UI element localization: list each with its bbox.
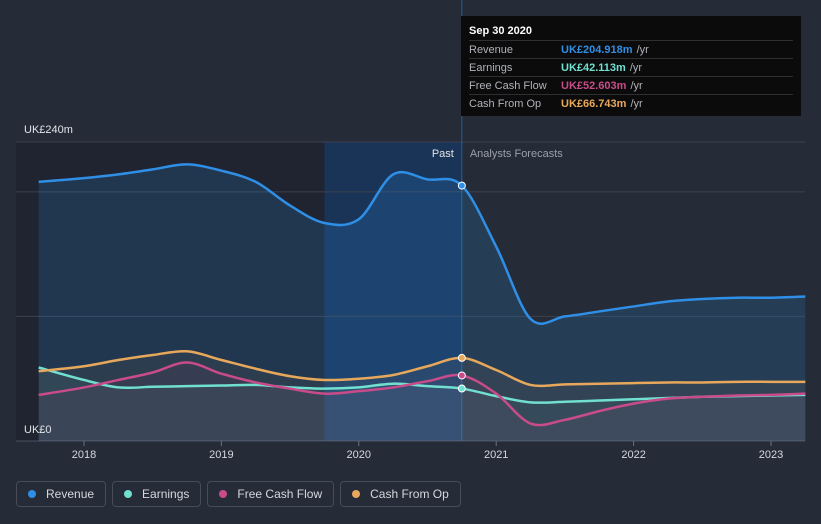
- x-tick-label: 2021: [484, 449, 508, 461]
- forecast-label: Analysts Forecasts: [470, 148, 563, 160]
- legend-dot-icon: [219, 490, 228, 498]
- tooltip-unit: /yr: [636, 43, 649, 56]
- legend-dot-icon: [124, 490, 133, 498]
- series-marker-earnings: [457, 384, 466, 393]
- series-area-free-cash-flow: [38, 362, 806, 441]
- x-tick-label: 2020: [347, 449, 371, 461]
- series-marker-cash-from-op: [457, 353, 466, 362]
- tooltip-unit: /yr: [630, 97, 643, 110]
- tooltip-value: UK£42.113m: [561, 61, 626, 74]
- tooltip-row-earnings: Earnings UK£42.113m /yr: [469, 58, 793, 76]
- tooltip-value: UK£66.743m: [561, 97, 627, 110]
- legend-dot-icon: [352, 490, 361, 498]
- legend-item-revenue[interactable]: Revenue: [16, 481, 107, 507]
- x-tick-label: 2022: [621, 449, 645, 461]
- tooltip-unit: /yr: [630, 79, 643, 92]
- tooltip-row-cash-from-op: Cash From Op UK£66.743m /yr: [469, 94, 793, 112]
- chart-legend: Revenue Earnings Free Cash Flow Cash Fro…: [16, 481, 467, 509]
- series-marker-free-cash-flow: [457, 371, 466, 380]
- tooltip-unit: /yr: [629, 61, 643, 74]
- series-line-revenue: [38, 163, 806, 325]
- series-marker-revenue: [457, 181, 466, 190]
- legend-dot-icon: [28, 490, 36, 498]
- series-line-cash-from-op: [38, 349, 806, 388]
- x-tick-label: 2019: [209, 449, 233, 461]
- legend-label: Cash From Op: [370, 487, 449, 501]
- series-area-revenue: [38, 164, 806, 441]
- tooltip-row-free-cash-flow: Free Cash Flow UK£52.603m /yr: [469, 76, 793, 94]
- legend-label: Free Cash Flow: [237, 487, 323, 501]
- tooltip-date: Sep 30 2020: [469, 25, 532, 37]
- tooltip-label: Free Cash Flow: [469, 79, 547, 92]
- x-tick-label: 2023: [759, 449, 783, 461]
- legend-item-earnings[interactable]: Earnings: [112, 481, 202, 507]
- tooltip-label: Earnings: [469, 61, 513, 74]
- series-area-cash-from-op: [38, 351, 806, 441]
- legend-label: Earnings: [142, 487, 190, 501]
- series-line-free-cash-flow: [38, 361, 806, 427]
- tooltip-row-revenue: Revenue UK£204.918m /yr: [469, 40, 793, 58]
- tooltip-value: UK£52.603m: [561, 79, 627, 92]
- tooltip-label: Revenue: [469, 43, 514, 56]
- chart-tooltip: Sep 30 2020 Revenue UK£204.918m /yr Earn…: [461, 16, 801, 116]
- legend-item-cash-from-op[interactable]: Cash From Op: [340, 481, 461, 507]
- x-tick-label: 2018: [72, 449, 96, 461]
- y-label-bottom: UK£0: [24, 424, 52, 436]
- y-label-top: UK£240m: [24, 124, 73, 136]
- past-label: Past: [432, 148, 454, 160]
- legend-label: Revenue: [46, 487, 95, 501]
- legend-item-free-cash-flow[interactable]: Free Cash Flow: [207, 481, 335, 507]
- tooltip-label: Cash From Op: [469, 97, 542, 110]
- tooltip-value: UK£204.918m: [561, 43, 633, 56]
